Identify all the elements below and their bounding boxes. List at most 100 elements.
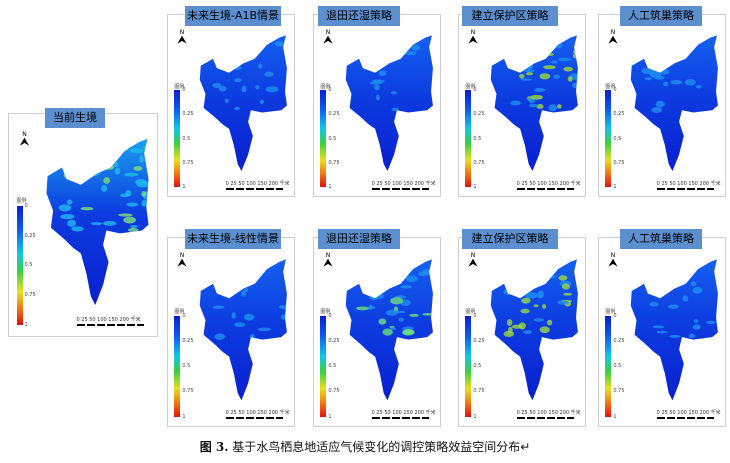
legend-tick: 1 — [473, 184, 477, 191]
habitat-map — [199, 35, 288, 172]
scale-bar: 0 25 50 100 150 200 千米 — [371, 409, 436, 419]
map-panel: N ⮝ 图例 0 0.25 0.5 0.75 1 0 25 50 100 150 200 … — [458, 14, 586, 197]
legend-tick: 1 — [182, 413, 186, 420]
panel-title: 退田还湿策略 — [318, 229, 400, 249]
north-arrow-icon: N ⮝ — [608, 252, 618, 270]
legend-colorbar — [320, 90, 327, 187]
legend-tick: 0.25 — [182, 338, 194, 345]
legend-colorbar — [465, 315, 472, 417]
habitat-map — [630, 259, 719, 401]
legend-tick: 0 — [473, 87, 477, 94]
legend-tick: 0 — [24, 202, 28, 209]
legend-tick: 0.5 — [182, 363, 191, 370]
map-panel: N ⮝ 图例 0 0.25 0.5 0.75 1 0 25 50 100 150 200 … — [8, 113, 158, 337]
panel-title: 建立保护区策略 — [462, 6, 558, 26]
legend-title: 图例 — [320, 309, 331, 316]
scale-bar: 0 25 50 100 150 200 千米 — [656, 180, 721, 190]
map-panel: N ⮝ 图例 0 0.25 0.5 0.75 1 0 25 50 100 150 200 … — [313, 14, 441, 197]
map-panel: N ⮝ 图例 0 0.25 0.5 0.75 1 0 25 50 100 150 200 … — [313, 237, 441, 427]
north-arrow-icon: N ⮝ — [177, 252, 187, 270]
legend-tick: 0 — [182, 87, 186, 94]
legend-tick: 0.75 — [328, 388, 340, 395]
legend-tick: 1 — [328, 184, 332, 191]
legend-tick: 1 — [473, 413, 477, 420]
north-arrow-icon: N ⮝ — [323, 252, 333, 270]
north-arrow-icon: N ⮝ — [468, 28, 478, 46]
legend-colorbar — [16, 205, 23, 325]
legend-tick: 0 — [328, 312, 332, 319]
panel-title: 当前生境 — [45, 108, 105, 128]
north-arrow-icon: N ⮝ — [468, 252, 478, 270]
panel-title: 未来生境-线性情景 — [185, 229, 281, 249]
caption-label: 图 3. — [199, 440, 229, 454]
north-arrow-icon: N ⮝ — [323, 28, 333, 46]
legend-tick: 0 — [473, 312, 477, 319]
legend-title: 图例 — [16, 197, 27, 204]
habitat-map — [199, 259, 288, 401]
legend-tick: 0.5 — [473, 363, 482, 370]
legend-colorbar — [605, 315, 612, 417]
legend-title: 图例 — [605, 309, 616, 316]
legend-title: 图例 — [174, 309, 185, 316]
legend-tick: 0.75 — [182, 388, 194, 395]
habitat-map — [490, 259, 579, 401]
habitat-map — [345, 35, 434, 172]
map-panel: N ⮝ 图例 0 0.25 0.5 0.75 1 0 25 50 100 150 200 … — [167, 14, 295, 197]
caption-text: 基于水鸟栖息地适应气候变化的调控策略效益空间分布↵ — [232, 440, 531, 454]
panel-title: 建立保护区策略 — [462, 229, 558, 249]
habitat-map — [630, 35, 719, 172]
legend-title: 图例 — [465, 83, 476, 90]
panel-title: 未来生境-A1B情景 — [185, 6, 281, 26]
legend-colorbar — [605, 90, 612, 187]
legend-tick: 0.25 — [613, 338, 625, 345]
legend-title: 图例 — [605, 83, 616, 90]
legend-tick: 0.5 — [613, 135, 622, 142]
legend-tick: 0.5 — [24, 262, 33, 269]
habitat-map — [46, 139, 149, 306]
scale-bar: 0 25 50 100 150 200 千米 — [516, 409, 581, 419]
legend-title: 图例 — [174, 83, 185, 90]
north-arrow-icon: N ⮝ — [608, 28, 618, 46]
map-panel: N ⮝ 图例 0 0.25 0.5 0.75 1 0 25 50 100 150 200 … — [167, 237, 295, 427]
legend-tick: 0.5 — [182, 135, 191, 142]
legend-tick: 1 — [182, 184, 186, 191]
legend-tick: 0.75 — [473, 388, 485, 395]
scale-bar: 0 25 50 100 150 200 千米 — [76, 316, 144, 326]
legend-tick: 0 — [182, 312, 186, 319]
legend-tick: 0.25 — [613, 111, 625, 118]
habitat-map — [345, 259, 434, 401]
scale-bar: 0 25 50 100 150 200 千米 — [371, 180, 436, 190]
panel-title: 退田还湿策略 — [318, 6, 400, 26]
legend-tick: 0.25 — [473, 111, 485, 118]
legend-tick: 1 — [24, 321, 28, 328]
legend-tick: 0.75 — [328, 159, 340, 166]
legend-tick: 1 — [613, 184, 617, 191]
legend-tick: 1 — [328, 413, 332, 420]
legend-colorbar — [320, 315, 327, 417]
legend-title: 图例 — [320, 83, 331, 90]
legend-tick: 0 — [613, 312, 617, 319]
legend-tick: 0.5 — [328, 135, 337, 142]
legend-tick: 0.75 — [613, 388, 625, 395]
map-panel: N ⮝ 图例 0 0.25 0.5 0.75 1 0 25 50 100 150 200 … — [458, 237, 586, 427]
legend-tick: 1 — [613, 413, 617, 420]
legend-tick: 0.5 — [328, 363, 337, 370]
legend-tick: 0.75 — [182, 159, 194, 166]
panel-title: 人工筑巢策略 — [620, 229, 702, 249]
map-panel: N ⮝ 图例 0 0.25 0.5 0.75 1 0 25 50 100 150 200 … — [598, 14, 726, 197]
legend-tick: 0 — [328, 87, 332, 94]
legend-tick: 0.5 — [473, 135, 482, 142]
legend-tick: 0.75 — [613, 159, 625, 166]
map-panel: N ⮝ 图例 0 0.25 0.5 0.75 1 0 25 50 100 150 200 … — [598, 237, 726, 427]
north-arrow-icon: N ⮝ — [177, 28, 187, 46]
legend-colorbar — [174, 315, 181, 417]
legend-tick: 0 — [613, 87, 617, 94]
legend-colorbar — [174, 90, 181, 187]
legend-tick: 0.5 — [613, 363, 622, 370]
figure-caption: 图 3. 基于水鸟栖息地适应气候变化的调控策略效益空间分布↵ — [0, 438, 730, 455]
scale-bar: 0 25 50 100 150 200 千米 — [225, 409, 290, 419]
legend-tick: 0.75 — [24, 291, 36, 298]
habitat-map — [490, 35, 579, 172]
legend-tick: 0.25 — [24, 232, 36, 239]
legend-tick: 0.75 — [473, 159, 485, 166]
